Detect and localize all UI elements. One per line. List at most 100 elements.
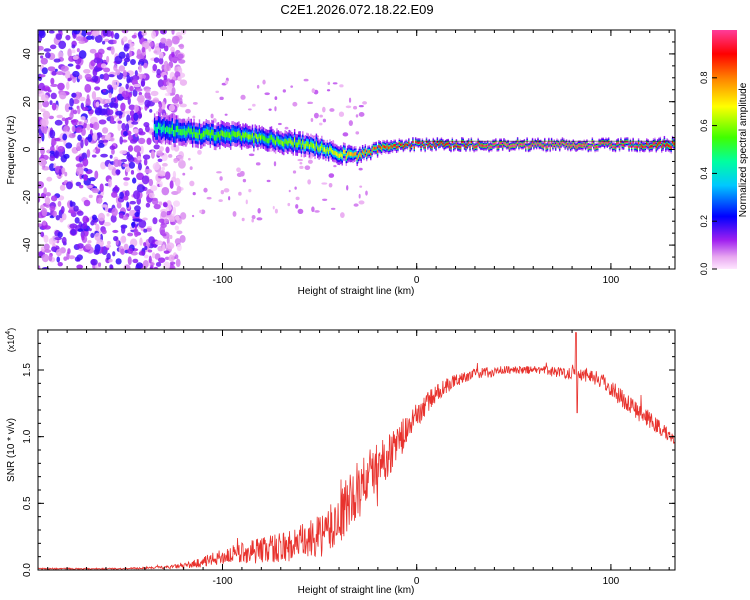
- heatmap-speck: [251, 214, 256, 220]
- heatmap-speck: [297, 158, 304, 162]
- heatmap-noise-cell: [129, 138, 138, 144]
- heatmap-ridge-cell: [474, 145, 477, 148]
- heatmap-ridge-cell: [332, 150, 334, 155]
- heatmap-noise-cell: [132, 258, 139, 264]
- heatmap-ridge-cell: [298, 139, 300, 145]
- heatmap-noise-cell: [46, 176, 53, 182]
- heatmap-speck: [330, 207, 336, 210]
- heatmap-noise-cell: [40, 57, 48, 65]
- heatmap-noise-cell: [71, 92, 77, 98]
- heatmap-ridge-cell: [582, 144, 584, 147]
- heatmap-ridge-cell: [174, 130, 176, 137]
- heatmap-noise-cell: [115, 69, 121, 76]
- heatmap-noise-cell: [132, 128, 139, 134]
- heatmap-noise-cell: [124, 190, 130, 197]
- heatmap-noise-cell: [45, 86, 51, 91]
- heatmap-noise-cell: [127, 39, 133, 45]
- heatmap-noise-cell: [71, 49, 76, 54]
- heatmap-speck: [185, 108, 191, 114]
- heatmap-noise-cell: [40, 94, 49, 102]
- heatmap-noise-cell: [90, 258, 98, 266]
- heatmap-noise-cell: [81, 235, 85, 241]
- heatmap-noise-cell: [51, 70, 57, 76]
- heatmap-ridge-cell: [488, 146, 490, 149]
- heatmap-noise-cell: [141, 175, 150, 185]
- heatmap-ridge-cell: [225, 131, 228, 138]
- heatmap-speck: [358, 112, 365, 117]
- heatmap-noise-cell: [155, 261, 162, 267]
- heatmap-noise-cell: [109, 145, 116, 150]
- heatmap-ridge-cell: [622, 144, 625, 147]
- heatmap-ridge-cell: [204, 130, 206, 137]
- heatmap-noise-cell: [59, 91, 67, 100]
- heatmap-noise-cell: [123, 177, 131, 181]
- heatmap-ridge-cell: [302, 139, 304, 145]
- heatmap-noise-cell: [76, 258, 81, 262]
- heatmap-ridge-cell: [512, 144, 515, 147]
- heatmap-ridge-cell: [372, 146, 375, 150]
- heatmap-noise-cell: [122, 70, 127, 77]
- heatmap-noise-cell: [74, 217, 80, 224]
- heatmap-noise-cell: [179, 235, 186, 243]
- heatmap-noise-cell: [176, 230, 183, 235]
- heatmap-noise-cell: [161, 186, 170, 196]
- heatmap-noise-cell: [166, 242, 175, 250]
- heatmap-noise-cell: [132, 190, 141, 200]
- heatmap-noise-cell: [153, 50, 158, 54]
- heatmap-noise-cell: [160, 101, 166, 110]
- heatmap-noise-cell: [64, 171, 68, 177]
- heatmap-ridge-cell: [499, 142, 501, 145]
- heatmap-ridge-cell: [560, 142, 562, 145]
- heatmap-noise-cell: [107, 240, 111, 245]
- heatmap-ridge-cell: [194, 132, 197, 138]
- heatmap-ridge-cell: [213, 134, 216, 141]
- heatmap-ridge-cell: [352, 153, 354, 157]
- heatmap-noise-cell: [143, 158, 148, 166]
- heatmap-noise-cell: [68, 133, 76, 139]
- heatmap-noise-cell: [158, 57, 164, 65]
- heatmap-noise-cell: [94, 86, 101, 91]
- heatmap-ridge-cell: [389, 146, 391, 150]
- heatmap-ridge-cell: [382, 144, 384, 148]
- heatmap-noise-cell: [133, 112, 139, 122]
- heatmap-noise-cell: [57, 231, 63, 238]
- heatmap-ridge-cell: [526, 140, 528, 144]
- heatmap-noise-cell: [122, 163, 129, 168]
- heatmap-noise-cell: [49, 100, 53, 106]
- heatmap-noise-cell: [54, 119, 63, 126]
- heatmap-noise-cell: [123, 44, 129, 52]
- heatmap-speck: [333, 164, 337, 168]
- heatmap-ridge-cell: [652, 142, 655, 145]
- heatmap-noise-cell: [148, 192, 155, 199]
- heatmap-noise-cell: [85, 243, 92, 250]
- heatmap-noise-cell: [118, 212, 124, 219]
- heatmap-noise-cell: [137, 162, 142, 171]
- heatmap-noise-cell: [72, 55, 79, 60]
- heatmap-ridge-cell: [291, 140, 293, 146]
- heatmap-noise-cell: [170, 221, 176, 226]
- heatmap-noise-cell: [102, 139, 109, 143]
- heatmap-noise-cell: [114, 32, 120, 40]
- y-tick-label: 20: [22, 96, 33, 108]
- heatmap-ridge-cell: [315, 141, 318, 147]
- heatmap-ridge-cell: [296, 142, 299, 148]
- heatmap-noise-cell: [67, 209, 76, 214]
- heatmap-noise-cell: [93, 121, 100, 131]
- heatmap-noise-cell: [109, 137, 115, 142]
- heatmap-noise-cell: [60, 65, 69, 72]
- heatmap-speck: [313, 112, 319, 119]
- heatmap-ridge-cell: [303, 144, 305, 150]
- heatmap-ridge-cell: [346, 152, 349, 157]
- heatmap-noise-cell: [106, 213, 110, 217]
- heatmap-noise-cell: [136, 54, 145, 60]
- heatmap-ridge-cell: [190, 128, 193, 135]
- heatmap-speck: [256, 217, 263, 221]
- heatmap-ridge-cell: [156, 126, 159, 134]
- heatmap-noise-cell: [65, 142, 73, 149]
- heatmap-ridge-cell: [510, 145, 512, 148]
- heatmap-ridge-cell: [417, 141, 420, 145]
- heatmap-noise-cell: [157, 158, 163, 163]
- spectrogram-heatmap: [38, 30, 675, 269]
- heatmap-ridge-cell: [247, 134, 250, 140]
